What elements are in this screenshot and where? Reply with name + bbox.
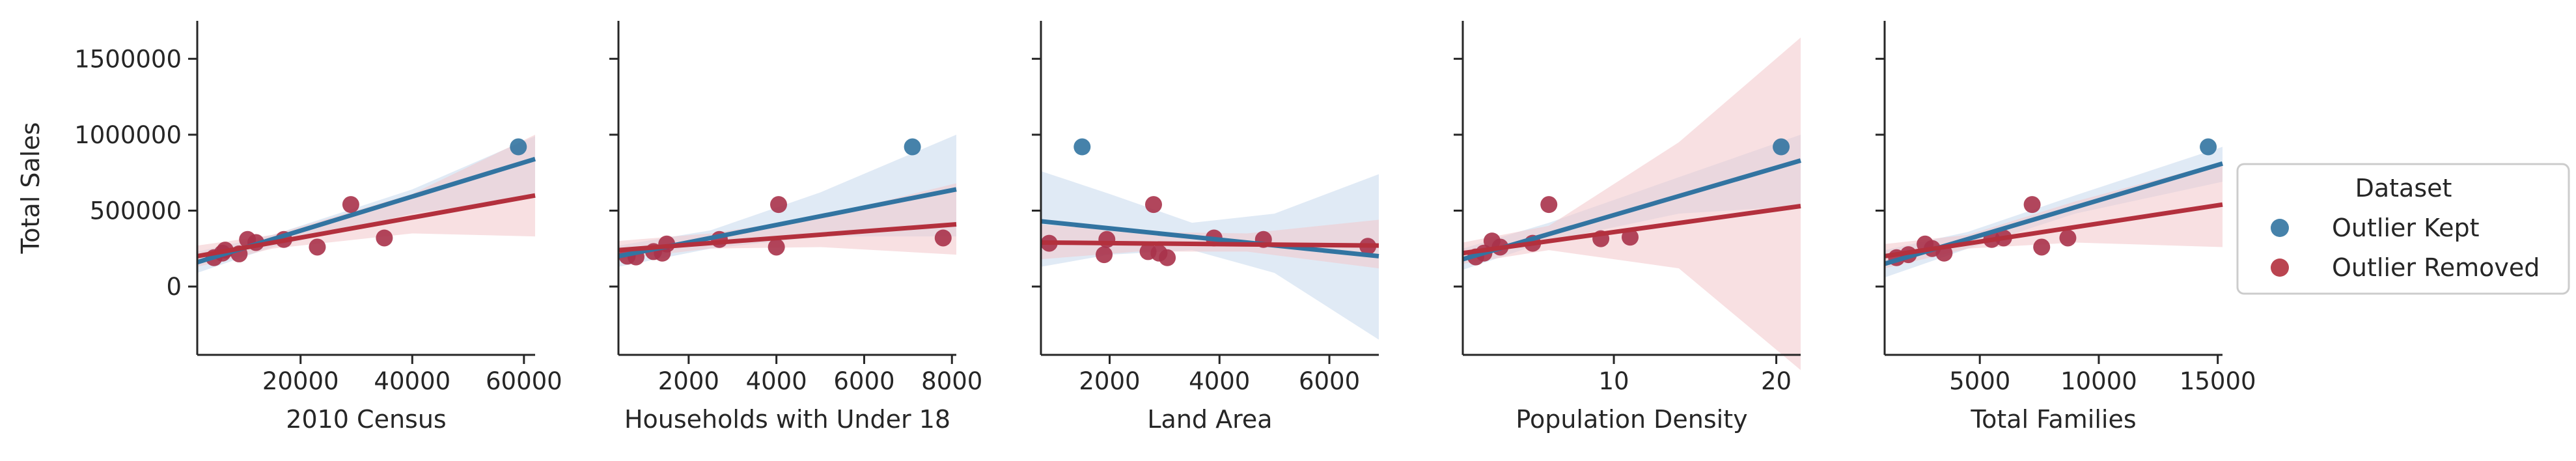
panel-2: 2000 4000 6000 8000 Households with Under 18 [609,21,982,434]
x-tick-label: 8000 [921,367,982,395]
x-axis-label: Land Area [1147,405,1272,434]
data-point [1540,196,1558,214]
x-tick-label: 60000 [486,367,562,395]
kept-regression-line [1040,219,1379,258]
x-tick-label: 6000 [833,367,894,395]
x-axis-label: Households with Under 18 [624,405,950,434]
x-tick-label: 15000 [2180,367,2256,395]
data-point [1096,246,1113,264]
x-axis-label: 2010 Census [286,405,446,434]
outlier-point [904,138,921,156]
x-axis-label: Total Families [1970,405,2136,434]
removed-regression-line [1884,202,2223,258]
data-point [342,196,359,214]
x-tick-label: 4000 [746,367,807,395]
data-point [768,238,785,256]
panel-1: 0 500000 1000000 1500000 20000 40000 60000 2010… [74,21,562,434]
removed-regression-line [618,221,957,253]
data-point [309,238,326,256]
outlier-point [510,138,527,156]
data-point [376,229,393,247]
legend-title: Dataset [2355,174,2452,203]
data-point [2023,196,2041,214]
x-tick-label: 10000 [2060,367,2137,395]
removed-confidence-band [1463,37,1801,370]
y-tick-label: 1500000 [74,45,182,73]
data-point [770,196,788,214]
legend-box [2236,163,2570,295]
x-tick-label: 20000 [262,367,339,395]
removed-regression-line [1462,204,1801,256]
data-point [1145,196,1162,214]
x-tick-label: 2000 [1079,367,1140,395]
x-tick-label: 4000 [1189,367,1250,395]
y-tick-label: 500000 [90,197,182,225]
data-point [2033,238,2051,256]
legend-label: Outlier Kept [2332,214,2480,242]
data-point [934,229,952,247]
y-tick-label: 1000000 [74,121,182,149]
legend-marker [2271,219,2289,237]
y-axis-label: Total Sales [16,122,45,255]
removed-regression-line [1040,240,1379,248]
x-axis-label: Population Density [1516,405,1747,434]
x-tick-label: 40000 [374,367,450,395]
x-tick-label: 10 [1599,367,1629,395]
kept-confidence-band [1041,171,1379,340]
removed-regression-line [197,193,536,258]
panel-3: 2000 4000 6000 Land Area [1032,21,1379,434]
panel-5: 5000 10000 15000 Total Families [1876,21,2256,434]
x-tick-label: 6000 [1299,367,1360,395]
legend: Dataset Outlier Kept Outlier Removed [2236,163,2570,295]
outlier-point [1773,138,1790,156]
x-tick-label: 5000 [1949,367,2010,395]
kept-regression-line [1462,158,1801,262]
data-point [1622,229,1639,246]
y-tick-label: 0 [166,273,182,301]
data-point [1159,249,1176,266]
x-tick-label: 20 [1761,367,1792,395]
outlier-point [2200,138,2217,156]
legend-label: Outlier Removed [2332,253,2540,282]
legend-marker [2271,258,2289,277]
panel-4: 10 20 Population Density [1454,21,1801,434]
x-tick-label: 2000 [658,367,719,395]
data-point [2059,229,2077,247]
outlier-point [1073,138,1091,156]
